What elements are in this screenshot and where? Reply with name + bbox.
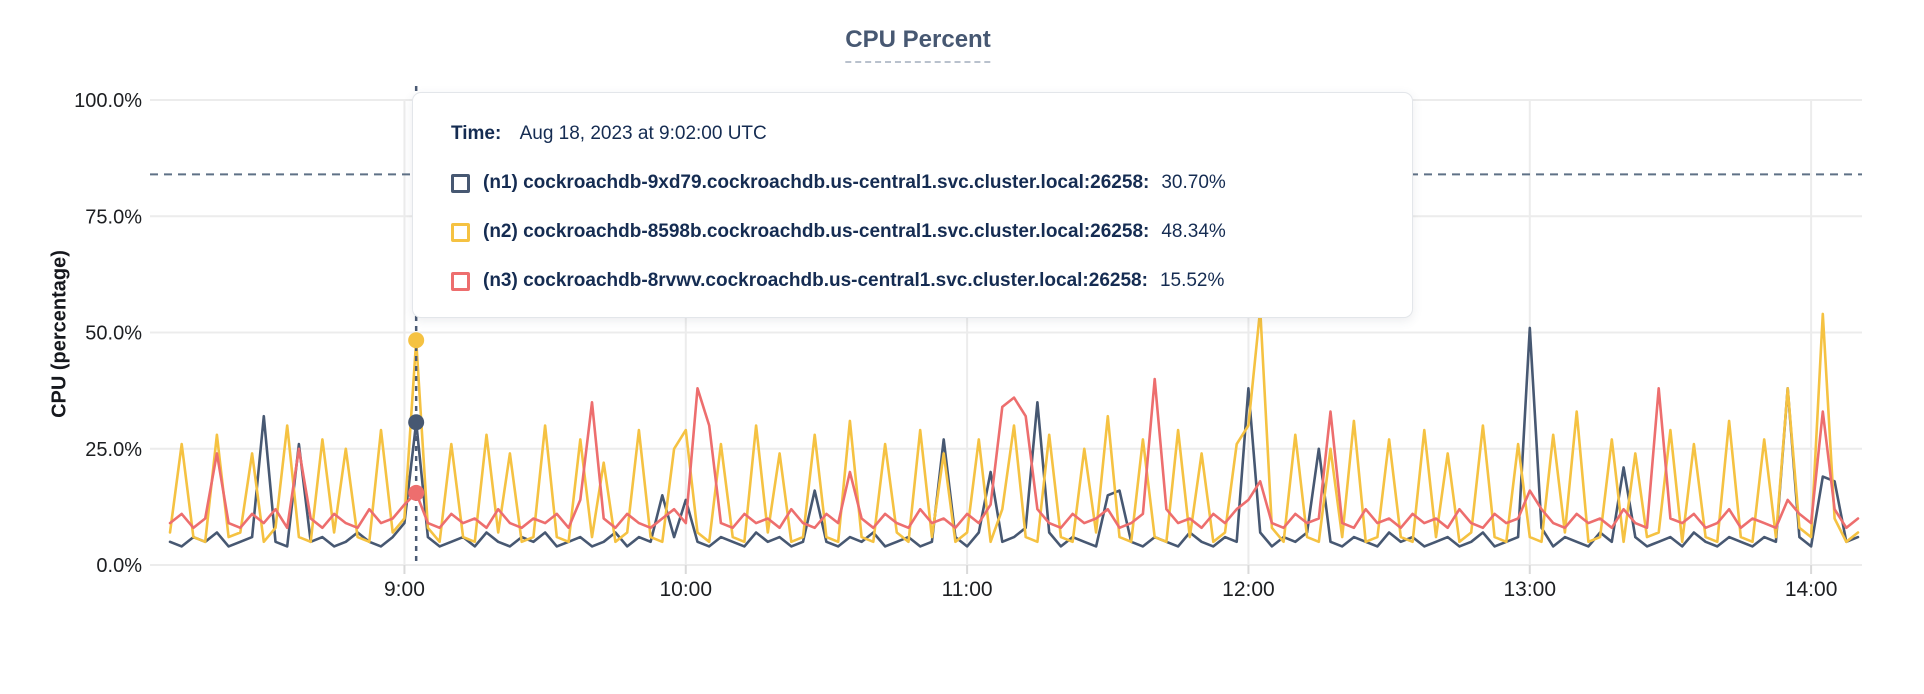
series-value-n1: 30.70% [1161, 172, 1226, 193]
series-swatch-n1-icon [451, 173, 470, 193]
y-tick-label: 0.0% [96, 555, 142, 577]
series-swatch-n2-icon [451, 222, 470, 242]
chart-title: CPU Percent [845, 26, 991, 63]
hover-point-n2 [408, 332, 425, 349]
x-tick-label: 14:00 [1785, 578, 1838, 601]
x-tick-label: 11:00 [942, 578, 993, 601]
hover-point-n1 [408, 414, 425, 431]
series-label-n3: (n3) cockroachdb-8rvwv.cockroachdb.us-ce… [483, 270, 1148, 291]
tooltip-series-row: (n1) cockroachdb-9xd79.cockroachdb.us-ce… [451, 172, 1392, 194]
y-tick-label: 25.0% [85, 439, 142, 461]
series-line-n3 [168, 377, 1860, 530]
series-value-n3: 15.52% [1159, 270, 1225, 291]
tooltip-time-value: Aug 18, 2023 at 9:02:00 UTC [519, 123, 767, 144]
y-tick-label: 100.0% [74, 90, 142, 112]
x-tick-label: 12:00 [1222, 578, 1275, 601]
chart-tooltip: Time: Aug 18, 2023 at 9:02:00 UTC (n1) c… [412, 92, 1413, 318]
x-tick-label: 13:00 [1503, 578, 1556, 601]
series-line-n2 [168, 307, 1860, 544]
series-value-n2: 48.34% [1161, 221, 1226, 242]
series-swatch-n3-icon [451, 271, 470, 291]
series-label-n2: (n2) cockroachdb-8598b.cockroachdb.us-ce… [483, 221, 1150, 242]
series-label-n1: (n1) cockroachdb-9xd79.cockroachdb.us-ce… [483, 172, 1150, 193]
tooltip-series-row: (n3) cockroachdb-8rvwv.cockroachdb.us-ce… [451, 270, 1392, 292]
y-tick-label: 75.0% [85, 206, 142, 228]
tooltip-series-row: (n2) cockroachdb-8598b.cockroachdb.us-ce… [451, 221, 1392, 243]
series-line-n1 [168, 326, 1860, 548]
hover-point-n3 [408, 484, 425, 501]
y-tick-label: 50.0% [85, 323, 142, 345]
tooltip-time-row: Time: Aug 18, 2023 at 9:02:00 UTC [451, 123, 1392, 145]
x-tick-label: 9:00 [384, 578, 425, 601]
x-tick-label: 10:00 [659, 578, 712, 601]
tooltip-time-label: Time: [451, 123, 502, 144]
